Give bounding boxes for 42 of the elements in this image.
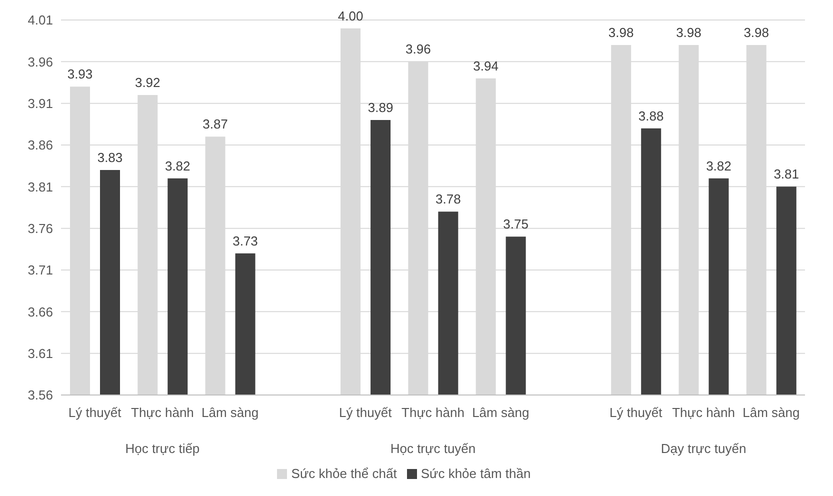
y-tick-label: 3.56 (28, 388, 53, 403)
y-tick-label: 3.86 (28, 138, 53, 153)
legend-label: Sức khỏe thể chất (291, 466, 397, 481)
y-tick-label: 3.61 (28, 346, 53, 361)
x-tick-label: Lý thuyết (610, 405, 663, 420)
y-tick-label: 3.96 (28, 54, 53, 70)
data-label: 3.81 (774, 166, 800, 182)
x-tick-label: Thực hành (402, 405, 464, 420)
data-label: 3.87 (202, 116, 228, 132)
data-label: 3.98 (744, 25, 770, 40)
legend-label: Sức khỏe tâm thần (420, 466, 531, 481)
x-tick-label: Thực hành (672, 405, 735, 420)
data-label: 3.82 (706, 158, 732, 174)
x-tick-label: Lâm sàng (202, 405, 259, 420)
data-label: 3.96 (406, 42, 431, 57)
x-tick-label: Lý thuyết (338, 405, 392, 420)
y-tick-label: 3.76 (28, 220, 53, 236)
data-label: 3.83 (97, 150, 123, 165)
data-label: 3.92 (134, 75, 160, 90)
text: Dạy trực tuyến (660, 441, 746, 456)
data-label: 3.73 (232, 233, 258, 248)
data-label: 3.89 (368, 100, 394, 115)
y-tick-label: 3.91 (28, 96, 53, 111)
data-label: 3.93 (67, 66, 93, 82)
text: Học trực tuyến (390, 441, 476, 456)
text: Học trực tiếp (125, 441, 200, 456)
data-label: 3.78 (436, 192, 461, 207)
data-label: 3.82 (164, 158, 190, 174)
data-label: 3.94 (473, 58, 498, 74)
data-label: 4.00 (338, 8, 364, 24)
y-tick-label: 3.71 (28, 262, 53, 278)
y-tick-label: 4.01 (28, 12, 53, 28)
data-label: 3.98 (676, 25, 702, 40)
x-tick-label: Thực hành (131, 405, 194, 420)
data-label: 3.98 (608, 25, 634, 40)
y-tick-label: 3.66 (28, 304, 53, 320)
x-tick-label: Lâm sàng (472, 405, 530, 420)
x-tick-label: Lâm sàng (742, 405, 800, 420)
y-tick-label: 3.81 (28, 179, 53, 194)
x-tick-label: Lý thuyết (68, 405, 122, 420)
data-label: 3.75 (503, 216, 528, 232)
data-label: 3.88 (638, 108, 664, 124)
